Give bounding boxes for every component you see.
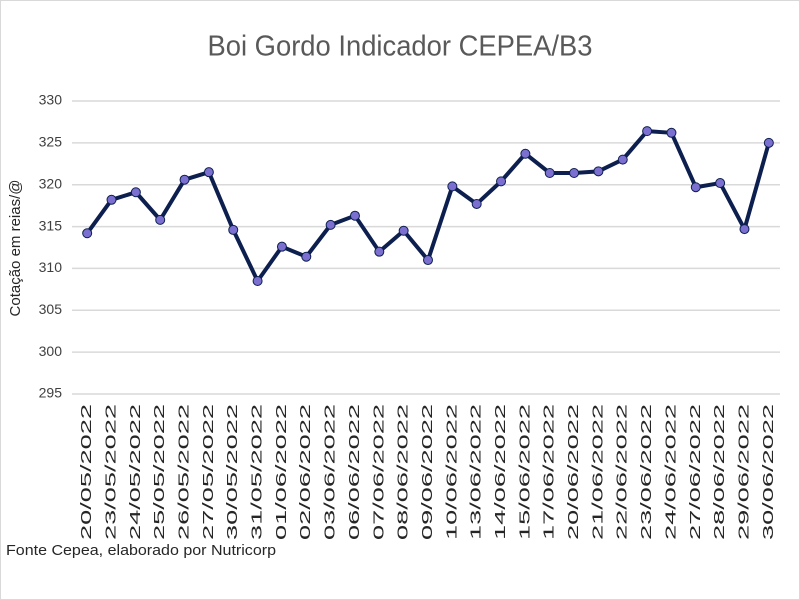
data-point — [593, 166, 604, 177]
x-tick-label: 20/06/2022 — [565, 404, 582, 540]
x-tick-label: 01/06/2022 — [273, 404, 290, 540]
data-point — [739, 224, 750, 235]
x-tick-label: 23/05/2022 — [102, 404, 119, 540]
y-tick-label: 305 — [39, 301, 63, 317]
x-tick-label: 29/06/2022 — [735, 404, 752, 540]
y-axis-title: Cotação em reias/@ — [7, 180, 24, 317]
x-tick-label: 24/05/2022 — [127, 404, 144, 540]
x-tick-label: 30/05/2022 — [224, 404, 241, 540]
y-tick-label: 295 — [39, 385, 63, 401]
x-tick-label: 26/05/2022 — [176, 404, 193, 540]
data-point — [569, 167, 580, 178]
x-tick-label: 02/06/2022 — [297, 404, 314, 540]
x-tick-label: 24/06/2022 — [662, 404, 679, 540]
x-tick-label: 03/06/2022 — [322, 404, 339, 540]
x-tick-label: 06/06/2022 — [346, 404, 363, 540]
data-point — [228, 224, 239, 235]
data-point — [155, 214, 166, 225]
data-point — [715, 178, 726, 189]
y-tick-label: 310 — [39, 259, 63, 275]
x-tick-label: 27/05/2022 — [200, 404, 217, 540]
x-tick-label: 25/05/2022 — [151, 404, 168, 540]
data-point — [763, 137, 774, 148]
x-tick-label: 23/06/2022 — [638, 404, 655, 540]
data-point — [82, 228, 93, 239]
data-point — [252, 275, 263, 286]
data-point — [130, 187, 141, 198]
data-point — [666, 127, 677, 138]
x-tick-label: 31/05/2022 — [249, 404, 266, 540]
x-tick-label: 17/06/2022 — [541, 404, 558, 540]
data-point — [447, 181, 458, 192]
data-point — [617, 154, 628, 165]
x-tick-label: 27/06/2022 — [687, 404, 704, 540]
data-point — [642, 126, 653, 137]
x-tick-label: 09/06/2022 — [419, 404, 436, 540]
data-point — [398, 225, 409, 236]
y-tick-label: 330 — [39, 92, 63, 108]
y-tick-label: 320 — [39, 175, 63, 191]
x-tick-label: 14/06/2022 — [492, 404, 509, 540]
x-tick-label: 30/06/2022 — [760, 404, 777, 540]
data-point — [179, 174, 190, 185]
data-point — [690, 182, 701, 193]
data-point — [471, 198, 482, 209]
x-tick-label: 08/06/2022 — [395, 404, 412, 540]
x-tick-label: 13/06/2022 — [468, 404, 485, 540]
data-point — [203, 167, 214, 178]
chart-title: Boi Gordo Indicador CEPEA/B3 — [208, 31, 593, 63]
x-tick-label: 15/06/2022 — [516, 404, 533, 540]
data-point — [496, 176, 507, 187]
data-point — [520, 148, 531, 159]
y-tick-label: 325 — [39, 134, 63, 150]
x-tick-label: 21/06/2022 — [589, 404, 606, 540]
data-point — [544, 167, 555, 178]
data-point — [349, 210, 360, 221]
x-tick-label: 10/06/2022 — [443, 404, 460, 540]
x-tick-label: 28/06/2022 — [711, 404, 728, 540]
x-tick-label: 22/06/2022 — [614, 404, 631, 540]
y-tick-label: 300 — [39, 343, 63, 359]
x-tick-label: 20/05/2022 — [78, 404, 95, 540]
data-point — [423, 255, 433, 266]
source-note: Fonte Cepea, elaborado por Nutricorp — [6, 542, 276, 559]
data-point — [301, 251, 312, 262]
x-tick-label: 07/06/2022 — [370, 404, 387, 540]
data-point — [106, 194, 117, 205]
data-point — [276, 241, 287, 252]
data-point — [374, 246, 385, 257]
data-point — [325, 219, 336, 230]
y-tick-label: 315 — [39, 217, 63, 233]
